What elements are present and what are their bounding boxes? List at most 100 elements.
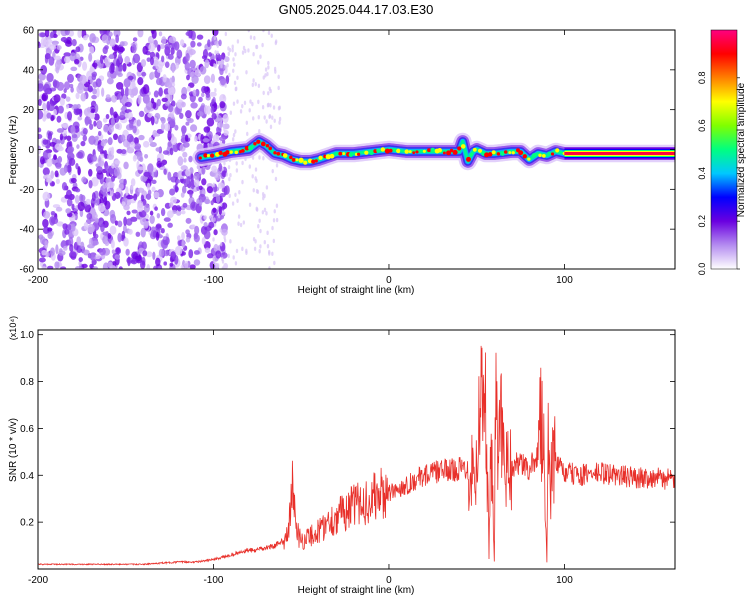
- heatmap-cell: [201, 166, 206, 175]
- heatmap-cell: [160, 227, 165, 234]
- heatmap-cell: [232, 68, 235, 73]
- colorbar-tick-label: 0.2: [697, 215, 707, 228]
- ridge-point: [282, 153, 288, 158]
- heatmap-cell: [38, 72, 46, 81]
- y-tick-label: -20: [20, 185, 35, 196]
- heatmap-cell: [135, 151, 143, 157]
- heatmap-cell: [257, 224, 260, 229]
- heatmap-cell: [241, 50, 245, 55]
- heatmap-cell: [55, 178, 60, 185]
- heatmap-cell: [99, 153, 106, 159]
- snr-plot-area: [38, 330, 675, 569]
- heatmap-cell: [212, 182, 216, 188]
- heatmap-cell: [86, 106, 91, 113]
- heatmap-cell: [131, 251, 138, 260]
- heatmap-cell: [66, 164, 72, 173]
- heatmap-cell: [201, 92, 205, 98]
- ridge-point: [265, 143, 270, 148]
- heatmap-cell: [55, 163, 62, 169]
- heatmap-cell: [211, 98, 215, 105]
- heatmap-cell: [99, 174, 104, 185]
- ridge-point: [396, 148, 401, 154]
- heatmap-cell: [91, 108, 95, 113]
- ridge-point: [446, 150, 452, 156]
- heatmap-cell: [195, 88, 200, 97]
- heatmap-cell: [69, 243, 74, 253]
- heatmap-cell: [157, 44, 161, 52]
- heatmap-cell: [115, 65, 119, 75]
- heatmap-cell: [220, 64, 223, 69]
- heatmap-cell: [46, 72, 54, 83]
- heatmap-cell: [251, 82, 255, 88]
- heatmap-cell: [129, 120, 134, 129]
- heatmap-cell: [265, 211, 268, 216]
- ridge-point: [276, 151, 281, 156]
- heatmap-cell: [41, 266, 47, 269]
- heatmap-cell: [185, 52, 190, 62]
- heatmap-cell: [132, 53, 141, 64]
- heatmap-cell: [59, 97, 65, 106]
- heatmap-cell: [235, 168, 239, 173]
- heatmap-cell: [155, 223, 162, 229]
- heatmap-cell: [137, 77, 144, 86]
- heatmap-cell: [74, 58, 80, 65]
- ridge-point: [437, 147, 442, 153]
- heatmap-cell: [261, 105, 265, 110]
- heatmap-cell: [203, 229, 211, 240]
- heatmap-cell: [216, 43, 219, 49]
- heatmap-cell: [38, 98, 42, 107]
- heatmap-cell: [203, 126, 211, 133]
- heatmap-cell: [190, 102, 198, 109]
- heatmap-cell: [66, 198, 73, 207]
- heatmap-cell: [128, 228, 133, 235]
- heatmap-cell: [215, 135, 219, 140]
- heatmap-cell: [77, 165, 81, 176]
- heatmap-cell: [229, 110, 233, 115]
- heatmap-cell: [79, 193, 84, 203]
- heatmap-cell: [167, 53, 174, 60]
- heatmap-cell: [224, 56, 230, 63]
- heatmap-cell: [266, 103, 270, 108]
- heatmap-cell: [214, 169, 217, 174]
- heatmap-cell: [111, 249, 116, 254]
- ridge-point: [491, 150, 496, 155]
- heatmap-cell: [243, 100, 247, 105]
- heatmap-cell: [257, 99, 260, 105]
- heatmap-cell: [154, 206, 158, 211]
- heatmap-cell: [93, 154, 97, 161]
- ridge-point: [522, 154, 527, 159]
- heatmap-cell: [49, 142, 57, 147]
- heatmap-cell: [84, 116, 91, 125]
- heatmap-cell: [64, 56, 71, 64]
- heatmap-cell: [100, 54, 104, 64]
- heatmap-cell: [61, 93, 67, 100]
- heatmap-cell: [127, 256, 131, 267]
- heatmap-cell: [196, 42, 202, 47]
- ridge-point: [518, 150, 524, 156]
- snr-panel: -200 -100 0 100 0.2 0.4 0.6 0.8 1.0 Height of s…: [8, 316, 676, 596]
- heatmap-cell: [162, 150, 170, 155]
- heatmap-cell: [107, 137, 113, 146]
- heatmap-cell: [248, 164, 251, 169]
- heatmap-cell: [145, 251, 153, 258]
- heatmap-cell: [115, 82, 124, 90]
- heatmap-cell: [94, 136, 99, 141]
- heatmap-cell: [88, 237, 93, 247]
- heatmap-cell: [110, 146, 115, 156]
- heatmap-cell: [117, 232, 122, 243]
- heatmap-cell: [221, 266, 225, 269]
- heatmap-cell: [85, 198, 92, 205]
- ridge-point: [289, 155, 293, 160]
- heatmap-cell: [220, 77, 227, 86]
- heatmap-cell: [219, 182, 223, 187]
- heatmap-cell: [120, 134, 126, 142]
- heatmap-cell: [114, 247, 121, 255]
- heatmap-cell: [257, 60, 260, 65]
- heatmap-cell: [261, 210, 265, 215]
- heatmap-cell: [217, 122, 220, 128]
- heatmap-cell: [132, 37, 138, 42]
- heatmap-cell: [225, 172, 229, 177]
- heatmap-cell: [70, 86, 74, 93]
- heatmap-cell: [150, 115, 155, 126]
- heatmap-cell: [202, 138, 210, 143]
